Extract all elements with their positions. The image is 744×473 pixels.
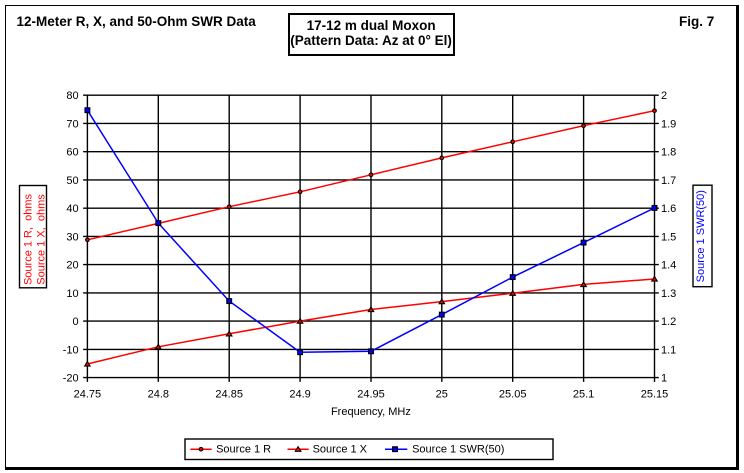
svg-text:-10: -10 — [63, 344, 79, 356]
svg-text:Source 1 R: Source 1 R — [216, 444, 271, 456]
svg-text:Source 1 X: Source 1 X — [313, 444, 368, 456]
svg-text:10: 10 — [66, 288, 78, 300]
svg-text:40: 40 — [66, 203, 78, 215]
svg-text:25: 25 — [436, 389, 448, 401]
svg-text:1.9: 1.9 — [661, 118, 676, 130]
svg-text:Source 1 SWR(50): Source 1 SWR(50) — [695, 190, 707, 282]
svg-text:Source 1 X, ohms: Source 1 X, ohms — [35, 194, 47, 285]
svg-text:80: 80 — [66, 90, 78, 102]
svg-text:25.1: 25.1 — [573, 389, 594, 401]
svg-text:30: 30 — [66, 231, 78, 243]
svg-text:20: 20 — [66, 260, 78, 272]
svg-text:24.8: 24.8 — [148, 389, 169, 401]
svg-text:1.7: 1.7 — [661, 175, 676, 187]
svg-text:Frequency, MHz: Frequency, MHz — [331, 406, 411, 418]
svg-text:24.95: 24.95 — [357, 389, 385, 401]
svg-text:60: 60 — [66, 147, 78, 159]
svg-text:25.15: 25.15 — [641, 389, 669, 401]
svg-text:1.6: 1.6 — [661, 203, 676, 215]
svg-text:24.75: 24.75 — [74, 389, 102, 401]
svg-text:1.2: 1.2 — [661, 316, 676, 328]
svg-text:1.4: 1.4 — [661, 260, 676, 272]
svg-text:1: 1 — [661, 373, 667, 385]
svg-text:2: 2 — [661, 90, 667, 102]
svg-text:50: 50 — [66, 175, 78, 187]
svg-text:24.9: 24.9 — [289, 389, 310, 401]
svg-text:25.05: 25.05 — [499, 389, 527, 401]
svg-text:1.3: 1.3 — [661, 288, 676, 300]
svg-text:Source 1 SWR(50): Source 1 SWR(50) — [412, 444, 504, 456]
svg-text:0: 0 — [72, 316, 78, 328]
svg-text:70: 70 — [66, 118, 78, 130]
svg-text:-20: -20 — [63, 373, 79, 385]
svg-text:1.5: 1.5 — [661, 231, 676, 243]
svg-text:1.8: 1.8 — [661, 147, 676, 159]
svg-text:Source 1 R, ohms: Source 1 R, ohms — [23, 193, 35, 285]
svg-text:1.1: 1.1 — [661, 344, 676, 356]
svg-text:24.85: 24.85 — [215, 389, 243, 401]
